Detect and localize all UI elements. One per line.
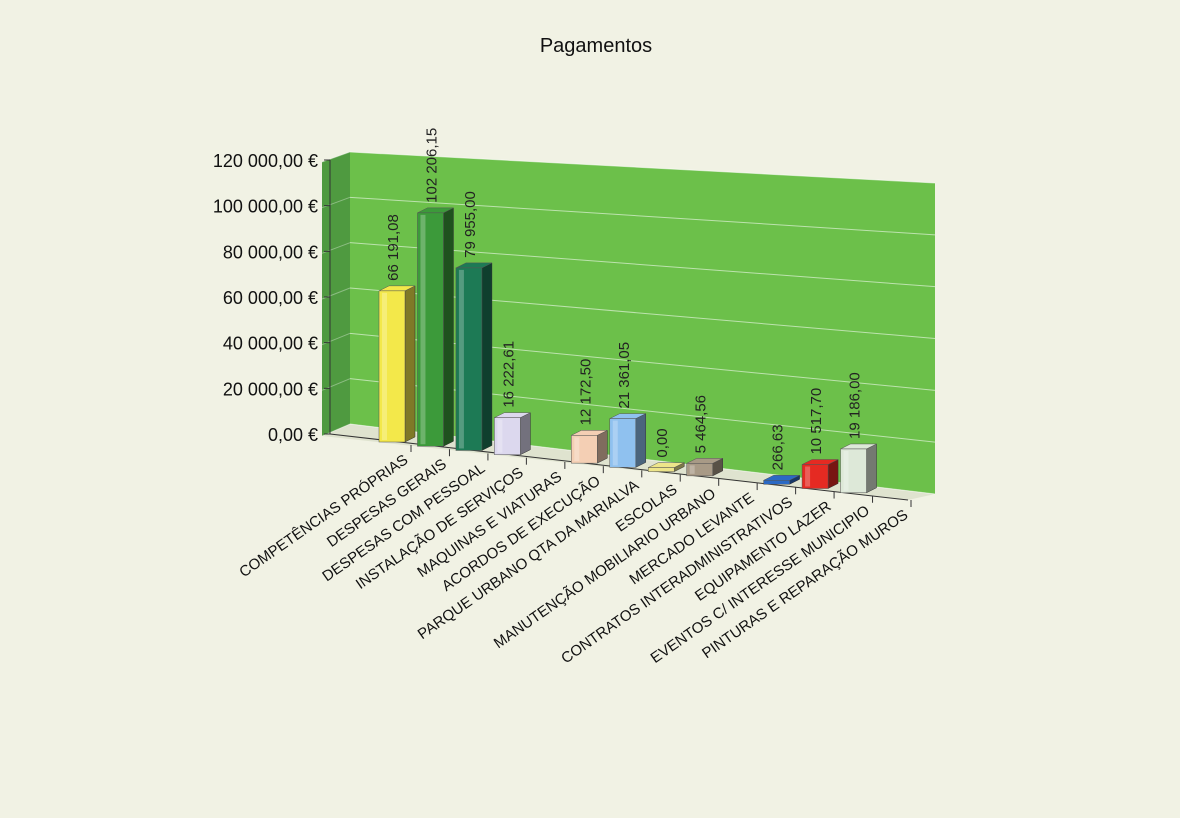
bar-side-shade	[789, 475, 800, 485]
data-label: 0,00	[654, 428, 671, 457]
bar-side-shade	[866, 443, 877, 493]
data-label: 102 206,15	[423, 128, 440, 203]
bar-highlight	[458, 269, 464, 449]
y-tick-label: 120 000,00 €	[213, 151, 318, 171]
bar-side-shade	[481, 262, 492, 451]
data-label: 19 186,00	[847, 372, 864, 439]
bar	[609, 418, 637, 468]
gridline	[349, 151, 936, 184]
data-label: 21 361,05	[616, 342, 633, 409]
chart-side-wall	[322, 152, 350, 436]
data-label: 16 222,61	[500, 341, 517, 408]
y-tick-label: 60 000,00 €	[223, 288, 318, 308]
bar	[378, 290, 406, 443]
y-tick-label: 100 000,00 €	[213, 197, 318, 217]
data-label: 12 172,50	[577, 359, 594, 426]
gridline	[349, 196, 936, 236]
data-label: 5 464,56	[693, 395, 710, 453]
bar	[647, 467, 675, 472]
data-label: 66 191,08	[385, 214, 402, 281]
bar	[455, 267, 483, 451]
bar-side-shade	[405, 285, 415, 442]
y-tick-label: 0,00 €	[268, 425, 318, 445]
data-label: 79 955,00	[462, 191, 479, 258]
bar	[763, 480, 790, 485]
bar-side-shade	[828, 459, 839, 489]
bar-highlight	[612, 420, 618, 466]
y-tick-label: 80 000,00 €	[223, 242, 318, 262]
bar	[494, 417, 521, 455]
bar-highlight	[689, 465, 695, 474]
bar	[840, 448, 867, 494]
bar-side-shade	[674, 462, 685, 472]
bar	[571, 435, 598, 464]
bar	[686, 463, 713, 477]
bar-highlight	[420, 214, 426, 445]
y-tick-label: 40 000,00 €	[223, 334, 318, 354]
bar-side-shade	[597, 430, 608, 464]
chart-back-wall	[350, 152, 935, 494]
bar-highlight	[382, 292, 387, 440]
bar	[801, 464, 829, 489]
bar-side-shade	[443, 207, 454, 447]
bar-side-shade	[520, 412, 531, 455]
bar-highlight	[843, 450, 849, 491]
bar-side-shade	[635, 413, 646, 468]
chart-title: Pagamentos	[540, 35, 652, 57]
data-label: 266,63	[770, 424, 787, 470]
bar-highlight	[497, 419, 503, 453]
bar-highlight	[574, 437, 580, 462]
bar-side-shade	[712, 458, 723, 476]
y-tick-label: 20 000,00 €	[223, 379, 318, 399]
data-label: 10 517,70	[808, 388, 825, 455]
bar-highlight	[805, 466, 811, 487]
bar	[417, 212, 444, 447]
